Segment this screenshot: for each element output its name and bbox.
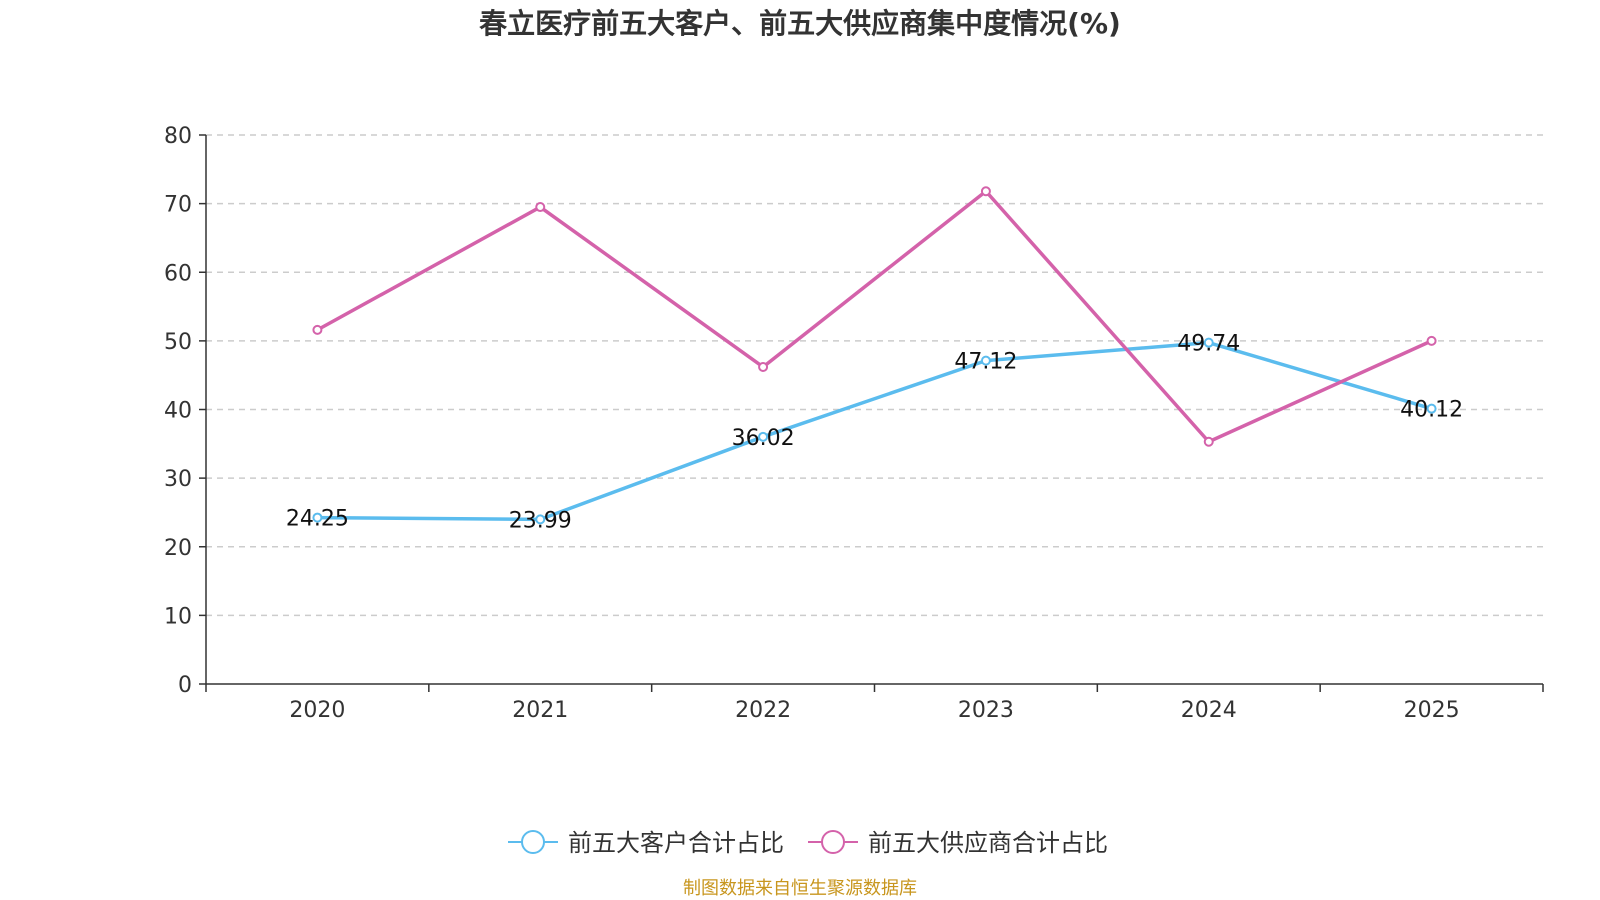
- series-line-2: [316, 189, 1433, 444]
- series: [312, 186, 1437, 525]
- data-point[interactable]: [535, 514, 546, 525]
- x-tick-label: 2024: [1181, 698, 1237, 723]
- data-point[interactable]: [312, 512, 323, 523]
- data-label: 49.74: [1177, 332, 1240, 357]
- data-label: 47.12: [954, 350, 1017, 375]
- x-tick-label: 2020: [289, 698, 345, 723]
- series-line-1: [317, 340, 1433, 522]
- data-point[interactable]: [1426, 403, 1437, 414]
- data-label: 36.02: [732, 426, 795, 451]
- y-tick-label: 10: [164, 604, 192, 629]
- chart-title: 春立医疗前五大客户、前五大供应商集中度情况(%): [479, 7, 1121, 40]
- y-tick-label: 20: [164, 536, 192, 561]
- data-point[interactable]: [312, 324, 323, 335]
- data-point[interactable]: [980, 186, 991, 197]
- data-label: 40.12: [1400, 398, 1463, 423]
- legend-marker: [521, 830, 545, 854]
- legend-label: 前五大供应商合计占比: [868, 829, 1108, 857]
- legend-item[interactable]: 前五大客户合计占比: [508, 829, 784, 857]
- y-tick-label: 40: [164, 399, 192, 424]
- data-point[interactable]: [1203, 436, 1214, 447]
- legend[interactable]: 前五大客户合计占比 前五大供应商合计占比: [508, 829, 1108, 857]
- y-tick-label: 80: [164, 124, 192, 149]
- x-tick-label: 2022: [735, 698, 791, 723]
- data-point[interactable]: [1203, 337, 1214, 348]
- data-point[interactable]: [758, 431, 769, 442]
- source-note: 制图数据来自恒生聚源数据库: [683, 878, 917, 899]
- y-tick-label: 50: [164, 330, 192, 355]
- legend-label: 前五大客户合计占比: [568, 829, 784, 857]
- axes: 0 10 20 30 40 50 60 70 80 2020 2021 2022 2023 2024 202…: [164, 124, 1544, 723]
- x-tick-label: 2025: [1404, 698, 1460, 723]
- y-tick-label: 60: [164, 261, 192, 286]
- data-label: 24.25: [286, 507, 349, 532]
- y-tick-label: 70: [164, 193, 192, 218]
- legend-item[interactable]: 前五大供应商合计占比: [808, 829, 1108, 857]
- data-point[interactable]: [1426, 335, 1437, 346]
- data-label: 23.99: [509, 508, 572, 533]
- legend-marker: [821, 830, 845, 854]
- data-point[interactable]: [535, 202, 546, 213]
- grid-lines: [206, 134, 1543, 617]
- data-point[interactable]: [758, 361, 769, 372]
- data-point[interactable]: [980, 355, 991, 366]
- y-tick-label: 30: [164, 467, 192, 492]
- x-tick-label: 2023: [958, 698, 1014, 723]
- y-tick-label: 0: [178, 673, 192, 698]
- data-labels: 24.25 23.99 36.02 47.12 49.74 40.12: [286, 332, 1463, 534]
- x-tick-label: 2021: [512, 698, 568, 723]
